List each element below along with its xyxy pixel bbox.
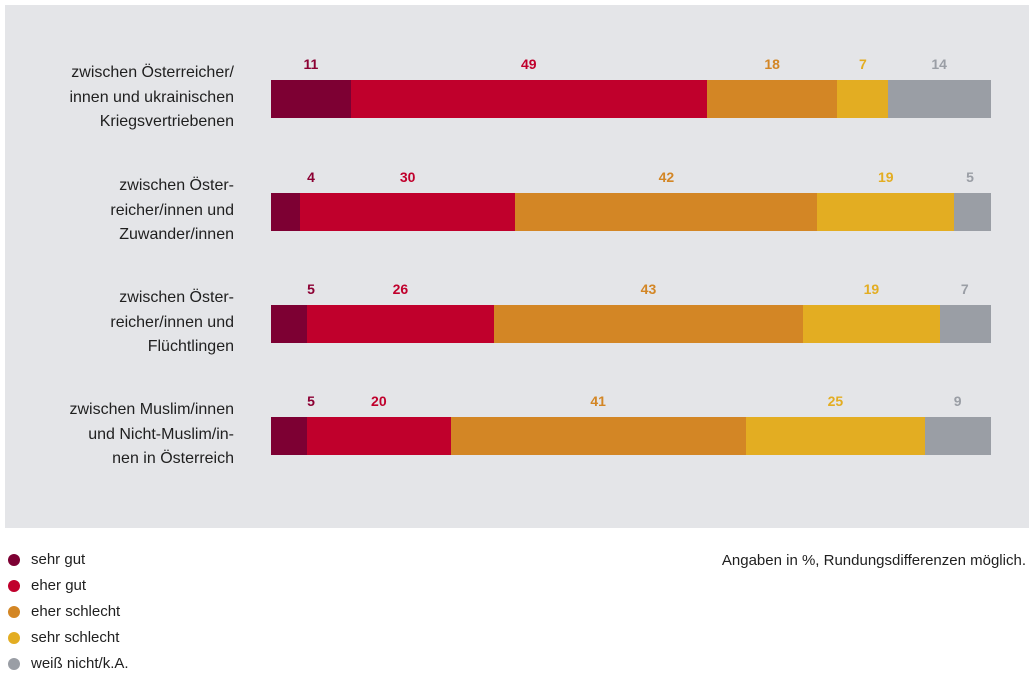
data-label: 18 — [764, 56, 780, 72]
row-label: zwischen Österreicher/ innen und ukraini… — [69, 64, 234, 130]
legend-dot-icon — [8, 580, 20, 592]
bar-segment — [271, 80, 352, 118]
data-label: 42 — [658, 169, 675, 185]
data-label: 11 — [303, 56, 319, 72]
bar-segment — [450, 417, 747, 455]
bar-segment — [939, 305, 991, 343]
data-label: 25 — [827, 393, 844, 409]
data-label: 5 — [307, 281, 315, 297]
legend-label: sehr gut — [31, 551, 86, 568]
legend-dot-icon — [8, 658, 20, 670]
bar-segment — [817, 193, 955, 231]
stacked-bar — [271, 80, 991, 118]
bar-segment — [837, 80, 889, 118]
legend-dot-icon — [8, 554, 20, 566]
legend-dot-icon — [8, 632, 20, 644]
data-label: 5 — [307, 393, 315, 409]
data-label: 26 — [392, 281, 409, 297]
bar-segment — [271, 417, 308, 455]
bar-segment — [306, 305, 495, 343]
bar-segment — [493, 305, 804, 343]
chart-note: Angaben in %, Rundungsdifferenzen möglic… — [721, 552, 1026, 569]
bar-segment — [745, 417, 926, 455]
bar-segment — [306, 417, 452, 455]
legend-dot-icon — [8, 606, 20, 618]
legend-label: eher schlecht — [31, 603, 121, 620]
legend-label: weiß nicht/k.A. — [31, 655, 129, 672]
legend-label: sehr schlecht — [31, 629, 120, 646]
bar-segment — [803, 305, 941, 343]
data-label: 7 — [960, 281, 969, 297]
data-label: 30 — [399, 169, 416, 185]
data-label: 9 — [953, 393, 962, 409]
stacked-bar — [271, 417, 991, 455]
data-label: 43 — [640, 281, 657, 297]
bar-segment — [350, 80, 708, 118]
data-label: 5 — [966, 169, 974, 185]
row-label: zwischen Öster- reicher/innen und Flücht… — [110, 289, 234, 355]
bar-segment — [888, 80, 991, 118]
data-label: 41 — [590, 393, 606, 409]
bar-segment — [515, 193, 819, 231]
row-label: zwischen Öster- reicher/innen und Zuwand… — [110, 177, 234, 243]
data-label: 7 — [858, 56, 867, 72]
bar-segment — [706, 80, 839, 118]
data-label: 49 — [521, 56, 537, 72]
data-label: 20 — [371, 393, 387, 409]
data-label: 19 — [863, 281, 880, 297]
bar-segment — [299, 193, 517, 231]
row-label: zwischen Muslim/innen und Nicht-Muslim/i… — [69, 401, 234, 467]
bar-segment — [954, 193, 991, 231]
data-label: 4 — [307, 169, 315, 185]
stacked-bar — [271, 193, 991, 231]
data-label: 14 — [931, 56, 947, 72]
stacked-bar — [271, 305, 991, 343]
bar-segment — [925, 417, 991, 455]
legend-label: eher gut — [31, 577, 87, 594]
data-label: 19 — [877, 169, 894, 185]
bar-segment — [271, 193, 301, 231]
bar-segment — [271, 305, 308, 343]
